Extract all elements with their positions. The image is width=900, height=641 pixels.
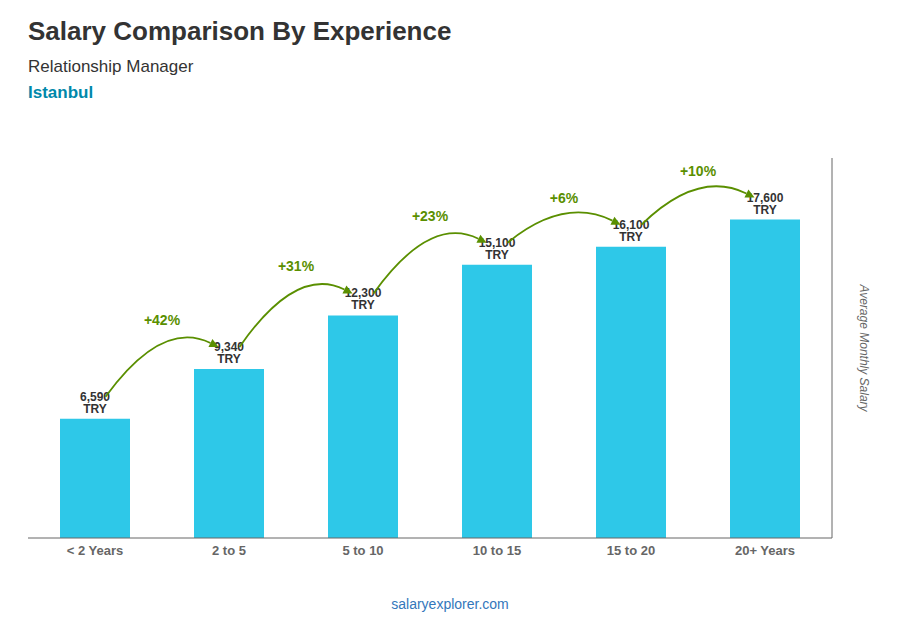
svg-text:15 to 20: 15 to 20 [607, 543, 655, 558]
html-text:Salary Comparison By Experienc: Salary Comparison By Experience [28, 16, 452, 46]
svg-text:17,600TRY: 17,600TRY [747, 191, 784, 217]
svg-text:Average Monthly Salary: Average Monthly Salary [857, 283, 871, 412]
svg-text:+31%: +31% [278, 258, 315, 274]
html-text:Relationship Manager: Relationship Manager [28, 57, 194, 76]
svg-text:10 to 15: 10 to 15 [473, 543, 521, 558]
html-text:16,100: 16,100 [612, 217, 650, 232]
svg-text:9,340TRY: 9,340TRY [214, 340, 244, 366]
html-text:15,100: 15,100 [478, 235, 516, 250]
svg-text:+6%: +6% [550, 190, 579, 206]
html-text:TRY: TRY [619, 229, 643, 244]
html-text:TRY: TRY [351, 298, 375, 313]
svg-text:+23%: +23% [412, 208, 449, 224]
svg-text:5 to 10: 5 to 10 [342, 543, 383, 558]
svg-text:20+ Years: 20+ Years [735, 543, 795, 558]
svg-text:< 2 Years: < 2 Years [67, 543, 124, 558]
svg-text:6,590TRY: 6,590TRY [80, 390, 110, 416]
html-text:Istanbul: Istanbul [28, 83, 94, 102]
html-text:TRY: TRY [485, 247, 509, 262]
svg-text:2 to 5: 2 to 5 [212, 543, 246, 558]
html-text:salaryexplorer.com: salaryexplorer.com [391, 596, 509, 612]
svg-text:+10%: +10% [680, 163, 717, 179]
html-text:12,300: 12,300 [344, 286, 382, 301]
svg-text:+42%: +42% [144, 312, 181, 328]
